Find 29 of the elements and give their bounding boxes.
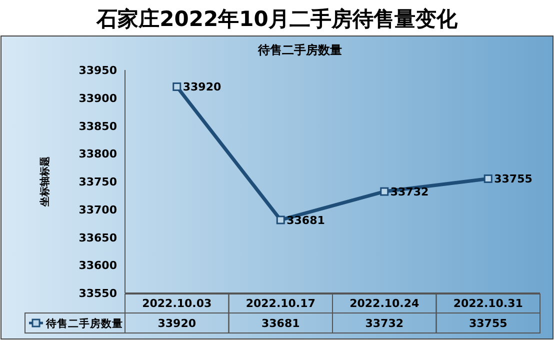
y-tick-label: 33650 bbox=[78, 231, 118, 244]
data-label: 33681 bbox=[261, 317, 300, 330]
x-tick-label: 2022.10.24 bbox=[350, 297, 420, 310]
data-label: 33920 bbox=[182, 80, 222, 94]
data-label: 33732 bbox=[390, 186, 429, 199]
data-label: 33755 bbox=[468, 317, 508, 330]
data-label: 33920 bbox=[158, 317, 196, 330]
x-tick-label: 2022.10.17 bbox=[246, 297, 316, 310]
y-tick-label: 33850 bbox=[78, 120, 118, 133]
data-label: 33732 bbox=[365, 317, 404, 330]
x-tick-label: 2022.10.31 bbox=[453, 297, 523, 310]
y-tick-label: 33900 bbox=[78, 92, 118, 105]
y-tick-label: 33950 bbox=[78, 64, 118, 77]
y-tick-label: 33600 bbox=[78, 259, 118, 272]
y-axis-title: 坐标轴标题 bbox=[39, 156, 51, 208]
point bbox=[484, 174, 492, 183]
point bbox=[380, 187, 389, 196]
point bbox=[276, 216, 285, 224]
point bbox=[172, 82, 182, 91]
y-tick-label: 33550 bbox=[78, 287, 118, 300]
y-tick-label: 33700 bbox=[78, 203, 118, 216]
chart-subtitle: 待售二手房数量 bbox=[257, 43, 342, 57]
y-tick-label: 33800 bbox=[78, 148, 118, 161]
data-label: 33755 bbox=[494, 172, 532, 186]
data-label: 33681 bbox=[286, 214, 325, 227]
legend-label: 待售二手房数量 bbox=[45, 317, 123, 330]
x-tick-label: 2022.10.03 bbox=[142, 297, 212, 310]
chart-title: 石家庄2022年10月二手房待售量变化 bbox=[96, 7, 458, 31]
y-tick-label: 33750 bbox=[78, 176, 118, 188]
